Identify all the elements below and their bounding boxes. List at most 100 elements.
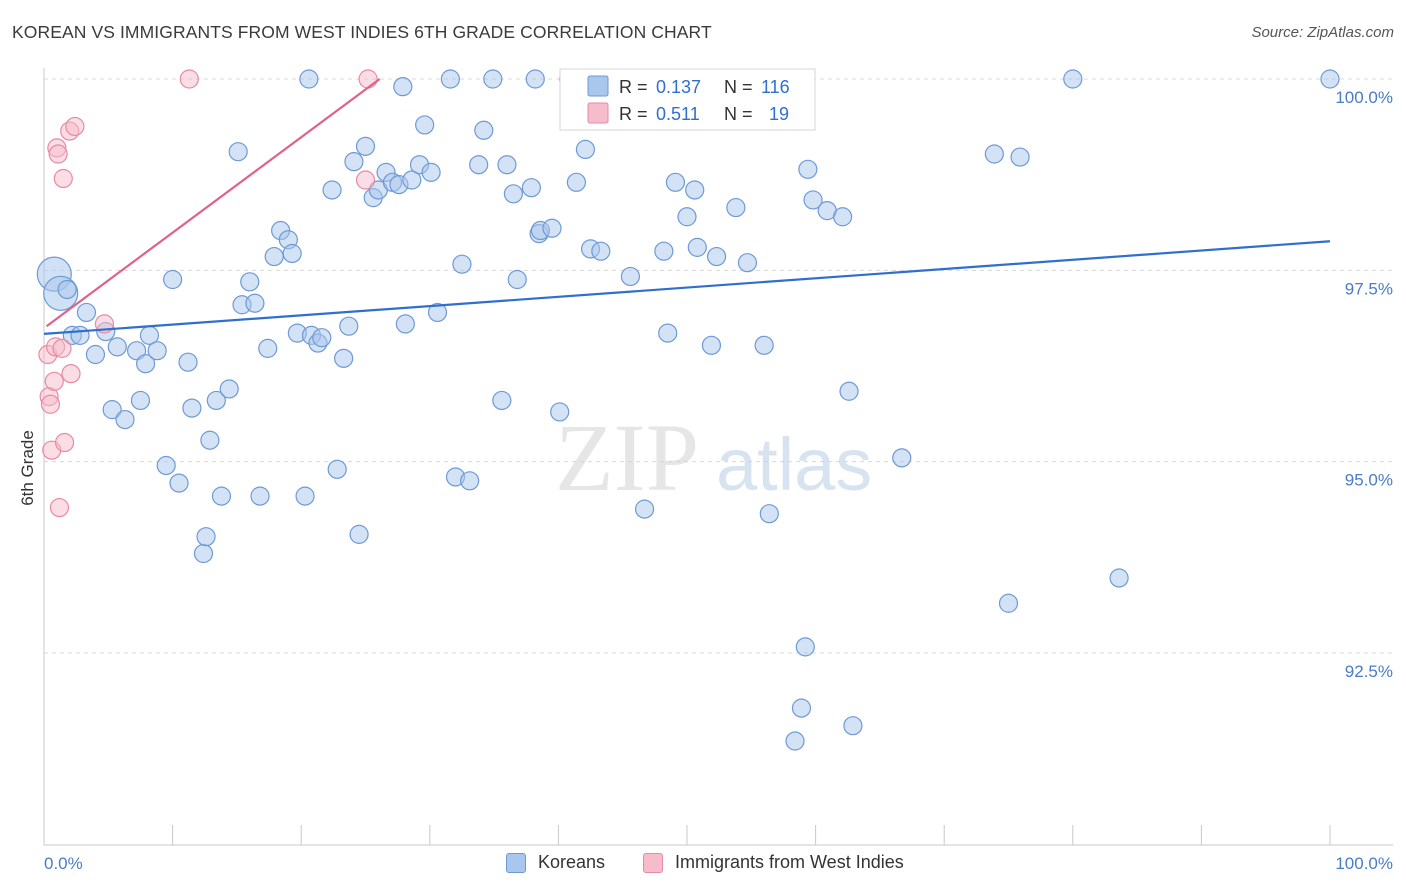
y-tick-label: 97.5% [1345,279,1393,298]
korean-point [706,246,727,267]
korean-point [169,473,189,493]
korean-point [798,159,818,179]
korean-point [182,398,202,418]
legend-r-value-2: 0.511 [656,104,700,124]
korean-point [892,448,912,468]
korean-point [126,341,147,361]
korean-point [452,254,472,274]
korean-point [550,402,570,422]
legend-r-label-1: R = [619,77,648,97]
korean-point [754,335,774,355]
korean-point [654,241,674,261]
korean-point [196,527,216,547]
korean-point [211,486,232,506]
korean-point [402,170,422,190]
korean-point [460,471,480,491]
korean-point [1010,147,1030,167]
korean-point [102,400,122,420]
west-indies-trend-line [45,78,381,328]
west-indies-point [358,69,378,89]
legend-swatch [506,852,526,873]
west-indies-point [61,364,81,384]
legend-n-value-2: 19 [769,104,789,124]
korean-point [245,293,265,313]
stats-legend: R = 0.137 N = 116 R = 0.511 N = 19 [559,68,816,131]
chart-title: KOREAN VS IMMIGRANTS FROM WEST INDIES 6T… [12,22,712,42]
axes [43,68,1393,846]
legend-r-label-2: R = [619,104,648,124]
korean-point [349,524,369,544]
korean-point [658,323,678,343]
source-label: Source: ZipAtlas.com [1251,24,1394,41]
korean-point [200,430,220,450]
korean-point [791,698,812,718]
korean-point [193,543,214,564]
west-indies-point [44,371,64,391]
korean-point [591,241,611,261]
west-indies-point [52,338,72,358]
west-indies-point [179,69,199,89]
korean-point [507,269,527,290]
x-tick-label-min: 0.0% [44,854,83,873]
korean-points [36,69,1340,751]
korean-point [483,69,503,89]
korean-point [759,504,779,524]
korean-point [334,348,354,368]
korean-point [70,325,90,345]
west-indies-point [53,168,73,189]
korean-point [206,390,226,411]
korean-point [228,142,248,162]
korean-point [178,352,198,372]
legend-swatch-koreans [587,75,609,97]
korean-point [833,207,853,227]
korean-point [1063,69,1083,89]
korean-point [497,155,517,175]
korean-point [282,243,302,264]
korean-trend-line [43,240,1331,335]
korean-point [665,172,686,192]
legend-swatch [643,852,663,873]
legend-label-west-indies: Immigrants from West Indies [675,852,904,872]
korean-point [135,354,156,374]
watermark-zip: ZIP [555,404,699,511]
korean-point [427,302,448,323]
legend-item-west-indies: Immigrants from West Indies [643,852,904,873]
korean-point [575,139,596,160]
korean-point [395,314,415,334]
korean-point [299,69,319,89]
legend-swatch-west-indies [587,102,609,124]
legend-n-label-2: N = [724,104,753,124]
korean-point [219,379,239,399]
west-indies-point [48,144,68,164]
korean-point [440,69,460,89]
korean-point [339,316,359,336]
korean-point [393,77,413,97]
korean-point [620,266,641,287]
korean-point [115,409,135,430]
west-indies-points [38,69,378,518]
korean-point [785,731,805,751]
west-indies-point [65,116,85,137]
korean-point [76,302,97,323]
legend-n-value-1: 116 [761,77,790,97]
korean-point [701,335,722,355]
korean-point [525,69,545,89]
korean-point [687,237,707,257]
y-tick-label: 92.5% [1345,662,1393,681]
korean-point [474,120,494,140]
korean-point [163,269,183,290]
korean-point [415,115,435,135]
watermark-atlas: atlas [716,423,872,506]
y-tick-label: 100.0% [1335,88,1393,107]
korean-point [685,180,705,200]
west-indies-point [355,170,376,190]
korean-point [521,178,541,198]
korean-point [250,486,270,506]
korean-point [737,253,758,273]
korean-point [264,246,284,267]
korean-point [258,338,278,358]
legend-r-value-1: 0.137 [656,77,701,97]
korean-point [998,593,1019,613]
korean-point [795,637,815,657]
